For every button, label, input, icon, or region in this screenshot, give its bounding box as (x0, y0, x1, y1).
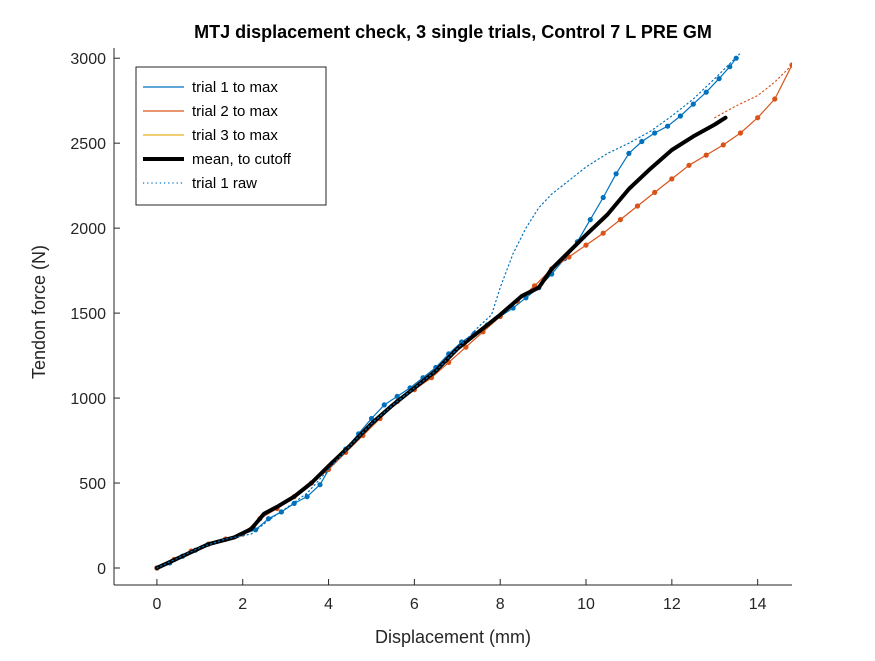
series-2-point (583, 242, 589, 248)
series-1-point (381, 402, 387, 408)
series-2-point (772, 96, 778, 102)
series-line-4 (154, 115, 728, 570)
series-1-point (368, 415, 375, 422)
y-tick-label: 1000 (70, 391, 106, 408)
series-1-point (639, 138, 645, 145)
series-1-point (727, 64, 733, 70)
series-1-point (587, 217, 593, 223)
legend-label: trial 1 raw (192, 175, 257, 192)
series-2-point (634, 203, 641, 209)
y-tick-label: 0 (97, 561, 106, 578)
series-2-point (686, 162, 692, 168)
axes: 0 2 4 6 8 10 12 14 0 500 1000 1500 2000 2500 3000 (70, 48, 792, 613)
series-1-point (690, 101, 696, 107)
series-2-point (617, 217, 624, 223)
series-1-point (733, 55, 739, 61)
x-tick-label: 8 (496, 596, 505, 613)
chart-title: MTJ displacement check, 3 single trials,… (194, 22, 712, 42)
series-group (154, 52, 792, 571)
series-line-6 (714, 64, 792, 119)
series-2-point (737, 130, 744, 136)
series-1-point (703, 89, 709, 95)
series-line-1 (156, 57, 737, 569)
series-1-point (665, 123, 671, 129)
series-2-point (600, 230, 606, 236)
series-line-5 (156, 52, 742, 569)
legend-label: mean, to cutoff (192, 151, 292, 168)
series-1-point (626, 150, 632, 156)
series-1-point (613, 171, 619, 177)
legend-label: trial 2 to max (192, 103, 278, 120)
series-1-point (317, 482, 323, 488)
y-tick-label: 3000 (70, 51, 106, 68)
y-tick-label: 1500 (70, 306, 106, 323)
series-2-point (463, 344, 469, 350)
y-tick-label: 2000 (70, 221, 106, 238)
series-2-point (669, 176, 675, 182)
y-tick-label: 500 (79, 476, 106, 493)
series-2-point (755, 115, 761, 121)
x-tick-label: 12 (663, 596, 681, 613)
legend-box (135, 66, 327, 206)
series-2-point (703, 152, 709, 158)
x-tick-label: 6 (410, 596, 419, 613)
series-1-point (265, 516, 272, 522)
y-axis-title: Tendon force (N) (29, 245, 49, 379)
series-1-point (716, 76, 722, 82)
series-2-point (720, 142, 726, 148)
series-1-point (304, 494, 310, 500)
series-1-point (652, 130, 658, 136)
series-1-point (600, 194, 606, 201)
series-1-point (677, 113, 684, 119)
legend-label: trial 3 to max (192, 127, 278, 144)
series-1-point (394, 393, 400, 399)
x-axis-title: Displacement (mm) (375, 627, 531, 647)
plot-area (154, 52, 792, 571)
legend-label: trial 1 to max (192, 79, 278, 96)
x-tick-label: 0 (152, 596, 161, 613)
y-tick-label: 2500 (70, 136, 106, 153)
x-tick-label: 2 (238, 596, 247, 613)
series-2-point (652, 189, 658, 195)
legend: trial 1 to max trial 2 to max trial 3 to m… (135, 66, 327, 206)
x-tick-label: 4 (324, 596, 333, 613)
x-tick-label: 10 (577, 596, 595, 613)
x-tick-label: 14 (749, 596, 767, 613)
